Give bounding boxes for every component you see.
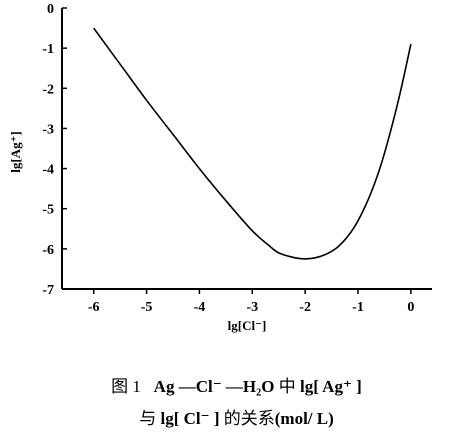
y-axis-label: lg[Ag⁺] <box>8 131 23 173</box>
x-tick-label: -1 <box>352 300 364 315</box>
figure-caption-line-2: 与 lg[ Cl⁻ ] 的关系(mol/ L) <box>0 404 473 429</box>
series-group <box>93 27 412 260</box>
y-tick-label: -6 <box>42 243 54 258</box>
y-tick-label: -4 <box>42 163 54 178</box>
caption-figure-number: 图 1 <box>111 377 141 396</box>
x-tick-label: -4 <box>194 300 206 315</box>
y-tick-label: -5 <box>42 203 54 218</box>
axes <box>61 8 432 290</box>
figure-caption-line-1: 图 1 Ag —Cl⁻ —H₂O 中 lg[ Ag⁺ ] <box>0 372 473 397</box>
caption-system-formula: Ag —Cl⁻ —H₂O <box>153 377 275 396</box>
x-axis-label: lg[Cl⁻] <box>228 318 267 333</box>
x-axis-ticks: -6 -5 -4 -3 -2 -1 0 <box>88 289 414 315</box>
y-tick-label: -2 <box>42 82 54 97</box>
y-tick-label: -1 <box>42 42 54 57</box>
caption-units: (mol/ L) <box>274 409 334 428</box>
y-tick-label: -7 <box>42 283 54 298</box>
caption-ag-term: lg[ Ag⁺ ] <box>299 377 362 396</box>
series-line <box>93 27 412 260</box>
x-tick-label: -6 <box>88 300 100 315</box>
x-tick-label: -3 <box>246 300 258 315</box>
y-tick-label: -3 <box>42 122 54 137</box>
y-tick-label: 0 <box>47 2 54 17</box>
caption-mid-text: 中 <box>278 377 296 396</box>
caption-cl-term: lg[ Cl⁻ ] <box>160 409 220 428</box>
caption-relation-text: 的关系 <box>223 409 275 428</box>
x-tick-label: -5 <box>141 300 153 315</box>
chart: -6 -5 -4 -3 -2 -1 0 0 -1 -2 -3 -4 -5 -6 -7 lg[Cl⁻] lg… <box>8 2 432 333</box>
x-tick-label: -2 <box>299 300 311 315</box>
x-tick-label: 0 <box>407 300 414 315</box>
y-axis-ticks: 0 -1 -2 -3 -4 -5 -6 -7 <box>42 2 67 298</box>
caption-with-text: 与 <box>139 409 157 428</box>
